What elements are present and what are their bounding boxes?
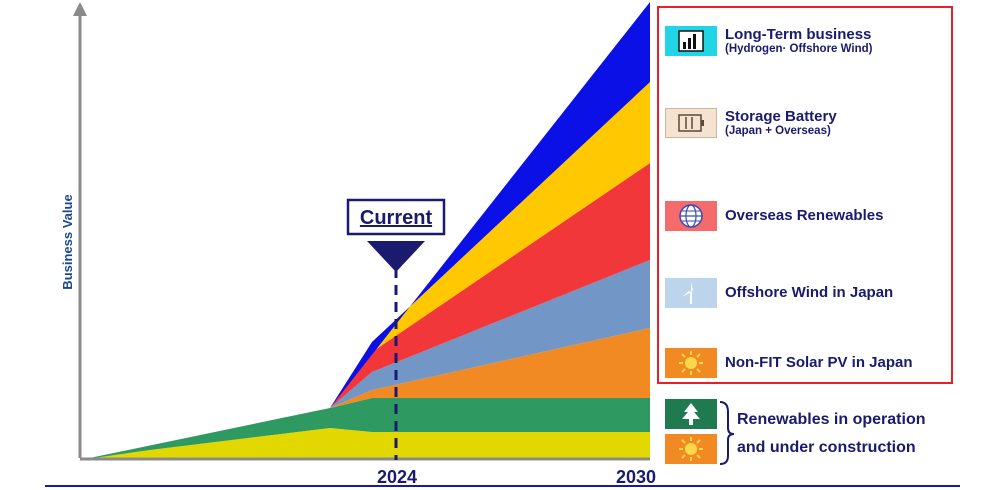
- sun-icon: [665, 348, 717, 378]
- x-tick-2024: 2024: [377, 467, 417, 487]
- legend-label-longterm: Long-Term business: [725, 26, 872, 43]
- current-label-box: [346, 198, 446, 236]
- legend-bracket: [719, 401, 735, 465]
- legend-label-offshore: Offshore Wind in Japan: [725, 284, 894, 302]
- globe-icon: [665, 201, 717, 231]
- y-axis-label: Business Value: [60, 194, 75, 289]
- sun-icon: [665, 434, 717, 464]
- legend-item-offshore: Offshore Wind in Japan: [665, 278, 893, 308]
- legend-bottom-line1: Renewables in operation: [737, 411, 926, 428]
- legend-bottom-line2: and under construction: [737, 439, 916, 456]
- area-offshore: [330, 260, 650, 408]
- legend-bottom-label: Renewables in operation and under constr…: [737, 406, 925, 462]
- area-storage: [330, 82, 650, 408]
- y-axis-arrow: [73, 2, 87, 16]
- legend-label-solar: Non-FIT Solar PV in Japan: [725, 354, 913, 372]
- current-marker-triangle: [367, 241, 425, 272]
- area-existing-yellow: [80, 428, 650, 460]
- wind-turbine-icon: [665, 278, 717, 308]
- current-label: Current: [360, 207, 433, 229]
- tree-icon: [665, 399, 717, 429]
- legend-label-overseas: Overseas Renewables: [725, 207, 884, 225]
- legend-item-solar: Non-FIT Solar PV in Japan: [665, 348, 913, 378]
- legend-label-storage: Storage Battery: [725, 108, 837, 125]
- legend-item-longterm: Long-Term business (Hydrogen· Offshore W…: [665, 26, 873, 57]
- legend-item-overseas: Overseas Renewables: [665, 201, 883, 231]
- legend-sub-storage: (Japan + Overseas): [725, 125, 831, 138]
- area-existing-green: [80, 398, 650, 460]
- x-tick-2030: 2030: [616, 467, 656, 487]
- legend-item-storage: Storage Battery (Japan + Overseas): [665, 108, 837, 139]
- area-overseas: [330, 163, 650, 408]
- legend-sub-longterm: (Hydrogen· Offshore Wind): [725, 43, 873, 56]
- legend-box: [657, 6, 953, 384]
- battery-icon: [665, 108, 717, 139]
- area-longterm: [330, 2, 650, 408]
- chart-icon: [665, 26, 717, 57]
- area-solar: [330, 328, 650, 408]
